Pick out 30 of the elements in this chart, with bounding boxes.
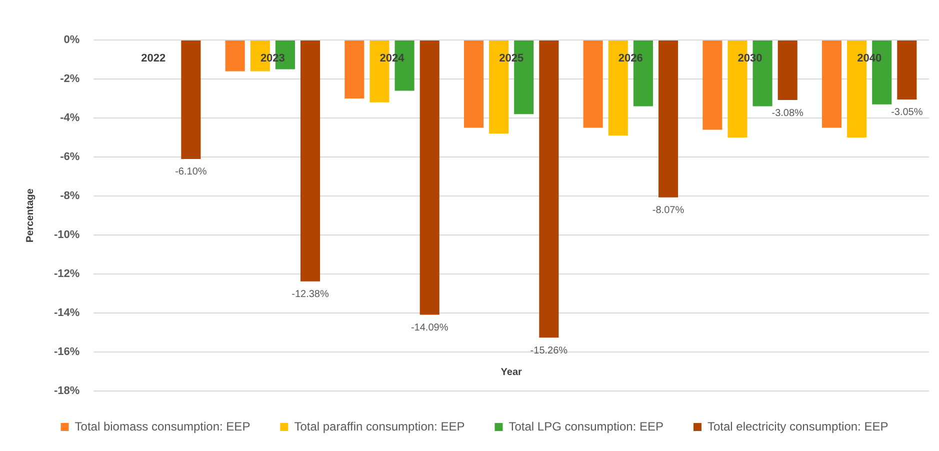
y-tick-label: -12% [54,268,80,280]
legend-label: Total biomass consumption: EEP [74,419,250,434]
data-label: -6.10% [175,166,207,178]
data-label: -15.26% [530,345,568,356]
legend-label: Total electricity consumption: EEP [707,419,888,434]
y-tick-label: -4% [60,112,80,124]
x-tick-label: 2030 [738,52,762,65]
x-tick-label: 2025 [499,52,524,65]
y-tick-label: -16% [54,346,80,358]
y-tick-label: -14% [54,307,80,320]
y-tick-label: 0% [64,34,80,46]
data-label: -3.05% [891,107,923,118]
data-label: -14.09% [410,322,448,334]
legend-label: Total paraffin consumption: EEP [294,419,465,434]
x-tick-label: 2040 [857,52,882,65]
y-tick-label: -10% [54,229,80,242]
x-tick-label: 2022 [141,52,166,65]
data-label: -3.08% [772,108,804,119]
x-tick-label: 2026 [618,52,643,65]
y-tick-label: -8% [60,190,80,202]
y-tick-label: -6% [60,151,80,164]
x-axis-title: Year [500,366,522,378]
legend-label: Total LPG consumption: EEP [508,419,664,434]
data-label: -12.38% [292,289,329,300]
x-tick-label: 2023 [260,52,285,65]
data-label: -8.07% [652,205,684,216]
y-axis-title: Percentage [24,188,36,242]
x-tick-label: 2024 [380,52,406,65]
y-tick-label: -2% [60,73,80,86]
y-tick-label: -18% [54,385,80,398]
